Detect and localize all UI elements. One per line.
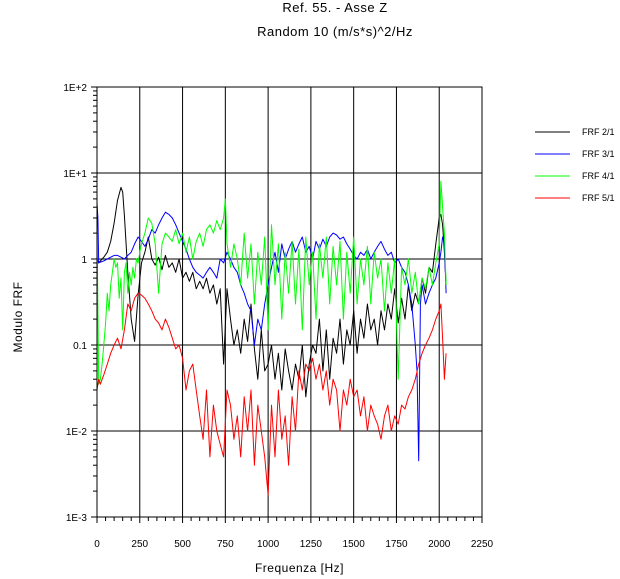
y-tick-label: 1E-2: [66, 427, 88, 438]
y-tick-label: 0.1: [73, 341, 87, 352]
x-tick-label: 0: [94, 539, 100, 550]
x-tick-label: 250: [131, 539, 148, 550]
plot-area-frame: [96, 86, 483, 518]
x-tick-label: 500: [174, 539, 191, 550]
y-tick-label: 1E+1: [63, 169, 87, 180]
x-tick-label: 2250: [471, 539, 494, 550]
x-tick-label: 1750: [385, 539, 408, 550]
series-lines: [96, 180, 447, 496]
legend: FRF 2/1 FRF 3/1 FRF 4/1 FRF 5/1: [535, 127, 615, 203]
y-tick-labels: 1E-3 1E-2 0.1 1 1E+1 1E+2: [63, 83, 87, 524]
x-tick-label: 1500: [343, 539, 366, 550]
series-line-2: [96, 202, 447, 462]
legend-label: FRF 3/1: [582, 149, 615, 159]
x-tick-label: 1000: [257, 539, 280, 550]
chart-subtitle: Random 10 (m/s*s)^2/Hz: [257, 24, 413, 39]
chart-title: Ref. 55. - Asse Z: [282, 0, 388, 15]
legend-label: FRF 5/1: [582, 193, 615, 203]
y-tick-label: 1: [81, 255, 87, 266]
series-line-3: [96, 180, 447, 385]
y-tick-label: 1E-3: [66, 513, 88, 524]
x-tick-label: 2000: [428, 539, 451, 550]
axis-ticks: [91, 86, 483, 523]
series-line-4: [96, 292, 447, 496]
x-tick-label: 750: [217, 539, 234, 550]
legend-label: FRF 4/1: [582, 171, 615, 181]
x-tick-labels: 0 250 500 750 1000 1250 1500 1750 2000 2250: [94, 539, 493, 550]
y-axis-label: Modulo FRF: [11, 281, 25, 352]
legend-label: FRF 2/1: [582, 127, 615, 137]
series-line-1: [96, 186, 447, 398]
x-axis-label: Frequenza [Hz]: [255, 561, 344, 575]
x-tick-label: 1250: [300, 539, 323, 550]
y-tick-label: 1E+2: [63, 83, 87, 94]
